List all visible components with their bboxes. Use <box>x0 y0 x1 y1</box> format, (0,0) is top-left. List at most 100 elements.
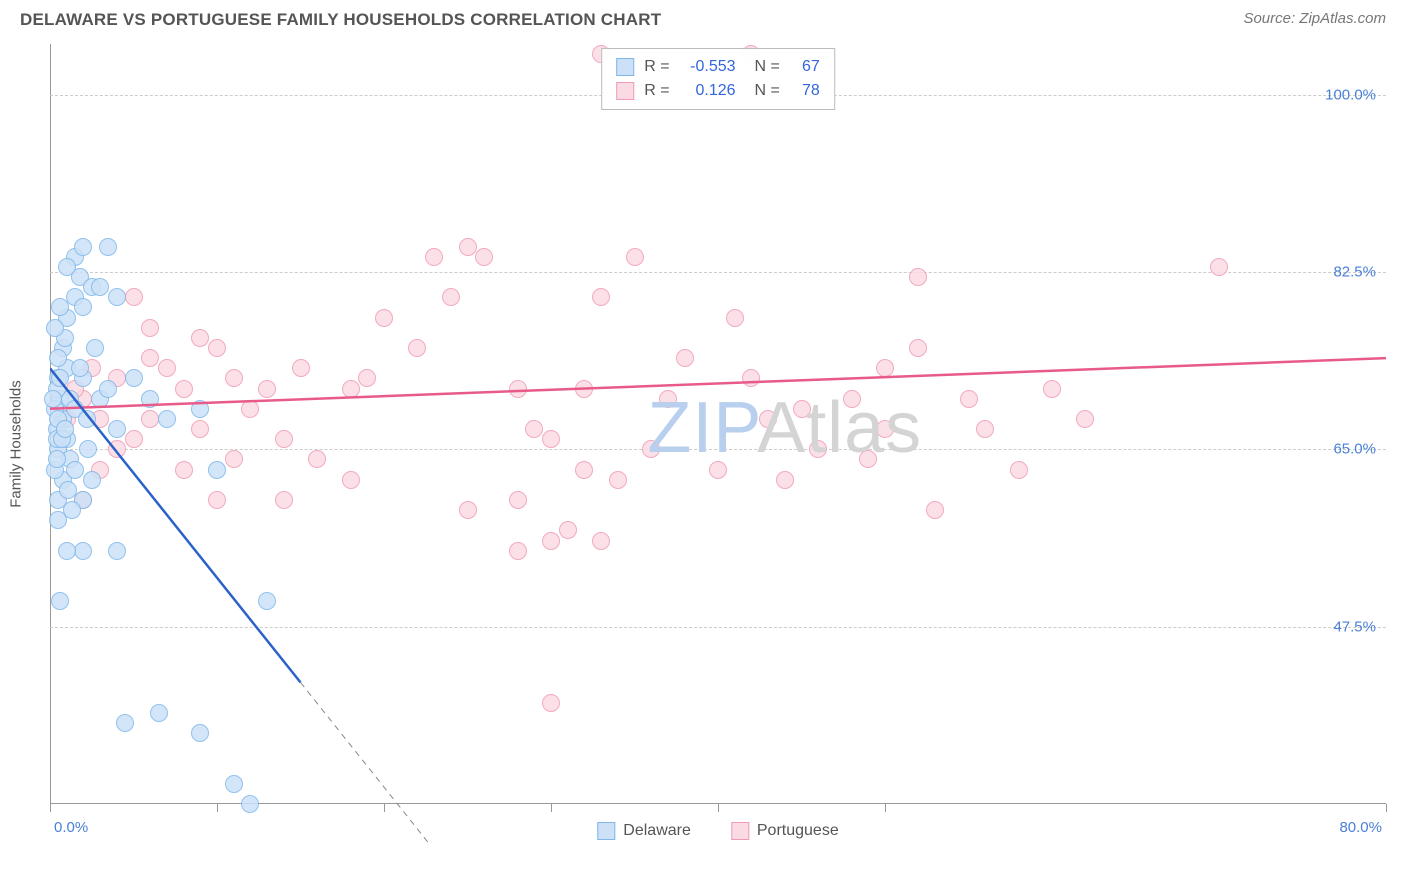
data-point <box>86 339 104 357</box>
data-point <box>108 420 126 438</box>
data-point <box>99 238 117 256</box>
data-point <box>592 532 610 550</box>
data-point <box>709 461 727 479</box>
data-point <box>99 380 117 398</box>
data-point <box>108 542 126 560</box>
data-point <box>459 238 477 256</box>
data-point <box>626 248 644 266</box>
data-point <box>292 359 310 377</box>
data-point <box>909 268 927 286</box>
data-point <box>191 329 209 347</box>
data-point <box>58 542 76 560</box>
data-point <box>793 400 811 418</box>
data-point <box>425 248 443 266</box>
data-point <box>71 359 89 377</box>
y-tick-label: 65.0% <box>1333 441 1376 458</box>
data-point <box>609 471 627 489</box>
data-point <box>51 369 69 387</box>
gridline <box>50 272 1386 273</box>
data-point <box>726 309 744 327</box>
data-point <box>74 298 92 316</box>
data-point <box>49 349 67 367</box>
gridline <box>50 449 1386 450</box>
data-point <box>74 542 92 560</box>
data-point <box>59 481 77 499</box>
correlation-legend: R = -0.553 N = 67 R = 0.126 N = 78 <box>601 48 835 110</box>
data-point <box>158 359 176 377</box>
data-point <box>759 410 777 428</box>
data-point <box>191 420 209 438</box>
x-tick <box>1386 804 1387 812</box>
data-point <box>225 450 243 468</box>
data-point <box>542 430 560 448</box>
data-point <box>58 258 76 276</box>
data-point <box>241 400 259 418</box>
data-point <box>79 440 97 458</box>
data-point <box>51 592 69 610</box>
chart-source: Source: ZipAtlas.com <box>1243 10 1386 30</box>
data-point <box>108 440 126 458</box>
correlation-row-portuguese: R = 0.126 N = 78 <box>616 79 820 103</box>
data-point <box>308 450 326 468</box>
data-point <box>659 390 677 408</box>
data-point <box>475 248 493 266</box>
data-point <box>141 390 159 408</box>
data-point <box>1210 258 1228 276</box>
x-tick <box>50 804 51 812</box>
data-point <box>509 542 527 560</box>
data-point <box>442 288 460 306</box>
data-point <box>275 430 293 448</box>
data-point <box>742 369 760 387</box>
chart-area: Family Households ZIPAtlas R = -0.553 N … <box>20 44 1386 844</box>
data-point <box>876 420 894 438</box>
data-point <box>676 349 694 367</box>
x-tick <box>718 804 719 812</box>
correlation-row-delaware: R = -0.553 N = 67 <box>616 55 820 79</box>
data-point <box>56 420 74 438</box>
data-point <box>542 532 560 550</box>
data-point <box>191 724 209 742</box>
data-point <box>125 369 143 387</box>
n-value-portuguese: 78 <box>790 79 820 103</box>
x-tick <box>551 804 552 812</box>
data-point <box>976 420 994 438</box>
data-point <box>74 238 92 256</box>
n-value-delaware: 67 <box>790 55 820 79</box>
r-value-delaware: -0.553 <box>680 55 736 79</box>
swatch-delaware-icon <box>597 822 615 840</box>
data-point <box>78 410 96 428</box>
data-point <box>158 410 176 428</box>
data-point <box>642 440 660 458</box>
legend-item-portuguese: Portuguese <box>731 822 839 840</box>
data-point <box>776 471 794 489</box>
data-point <box>141 410 159 428</box>
plot-area: ZIPAtlas R = -0.553 N = 67 R = 0.126 N =… <box>50 44 1386 844</box>
data-point <box>258 592 276 610</box>
data-point <box>342 380 360 398</box>
data-point <box>926 501 944 519</box>
y-tick-label: 100.0% <box>1325 86 1376 103</box>
data-point <box>843 390 861 408</box>
data-point <box>44 390 62 408</box>
data-point <box>116 714 134 732</box>
data-point <box>375 309 393 327</box>
data-point <box>275 491 293 509</box>
y-axis-label: Family Households <box>8 380 25 508</box>
legend-item-delaware: Delaware <box>597 822 691 840</box>
data-point <box>66 461 84 479</box>
r-value-portuguese: 0.126 <box>680 79 736 103</box>
data-point <box>83 471 101 489</box>
data-point <box>459 501 477 519</box>
data-point <box>559 521 577 539</box>
legend-label-portuguese: Portuguese <box>757 822 839 840</box>
data-point <box>258 380 276 398</box>
data-point <box>175 461 193 479</box>
data-point <box>408 339 426 357</box>
legend-label-delaware: Delaware <box>623 822 691 840</box>
data-point <box>125 430 143 448</box>
chart-title: DELAWARE VS PORTUGUESE FAMILY HOUSEHOLDS… <box>20 10 661 30</box>
data-point <box>91 278 109 296</box>
data-point <box>141 349 159 367</box>
data-point <box>208 461 226 479</box>
data-point <box>859 450 877 468</box>
